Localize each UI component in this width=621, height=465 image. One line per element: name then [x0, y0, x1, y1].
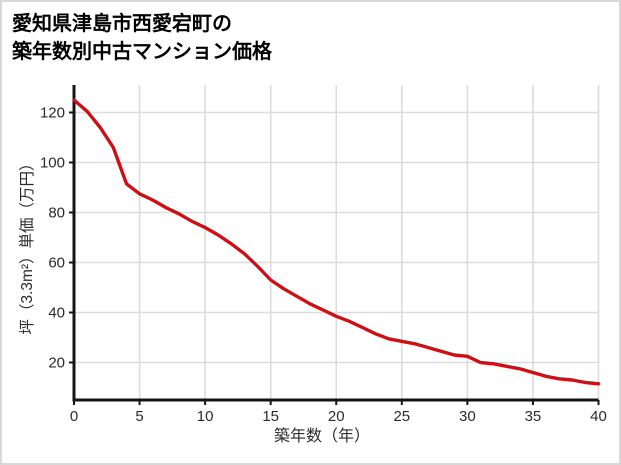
x-tick-label: 25: [393, 408, 410, 425]
x-tick-label: 30: [459, 408, 476, 425]
y-tick-label: 40: [48, 305, 65, 322]
x-tick-label: 5: [135, 408, 143, 425]
chart-title-line1: 愛知県津島市西愛宕町の: [12, 13, 232, 35]
y-tick-label: 120: [40, 105, 65, 122]
x-tick-label: 20: [328, 408, 345, 425]
x-axis-title: 築年数（年）: [273, 428, 371, 445]
y-axis-title: 坪（3.3m²）単価（万円）: [19, 155, 36, 335]
chart-title: 愛知県津島市西愛宕町の 築年数別中古マンション価格: [12, 10, 272, 66]
price-line: [72, 98, 601, 386]
x-tick-label: 35: [525, 408, 542, 425]
x-tick-label: 10: [197, 408, 214, 425]
y-tick-label: 80: [48, 205, 65, 222]
chart-title-line2: 築年数別中古マンション価格: [12, 41, 272, 63]
x-tick-label: 40: [590, 408, 607, 425]
x-tick-label: 15: [262, 408, 279, 425]
x-tick-label: 0: [70, 408, 78, 425]
y-tick-label: 20: [48, 355, 65, 372]
y-tick-label: 60: [48, 255, 65, 272]
y-tick-label: 100: [40, 155, 65, 172]
